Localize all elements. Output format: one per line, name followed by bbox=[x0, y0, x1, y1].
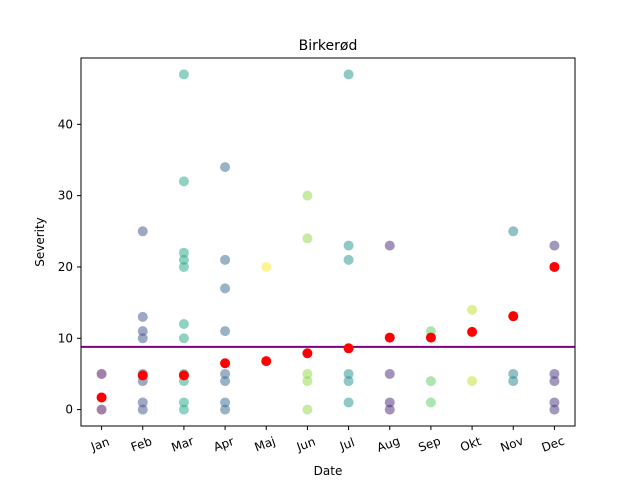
data-point bbox=[384, 240, 395, 251]
y-tick-label: 20 bbox=[58, 260, 73, 274]
y-axis-label: Severity bbox=[33, 217, 47, 267]
y-tick-label: 40 bbox=[58, 117, 73, 131]
data-point bbox=[302, 376, 313, 387]
data-point bbox=[549, 240, 560, 251]
data-point bbox=[425, 397, 436, 408]
mean-point bbox=[96, 392, 107, 403]
data-point bbox=[137, 397, 148, 408]
data-point bbox=[178, 333, 189, 344]
data-point bbox=[137, 404, 148, 415]
mean-point bbox=[549, 261, 560, 272]
mean-point bbox=[261, 356, 272, 367]
data-point bbox=[220, 162, 231, 173]
data-point bbox=[178, 254, 189, 265]
plot-area bbox=[81, 69, 575, 415]
data-point bbox=[261, 261, 272, 272]
mean-point bbox=[302, 348, 313, 359]
data-point bbox=[343, 69, 354, 80]
data-point bbox=[220, 326, 231, 337]
data-point bbox=[384, 368, 395, 379]
data-point bbox=[467, 376, 478, 387]
data-point bbox=[178, 261, 189, 272]
data-point bbox=[220, 404, 231, 415]
mean-point bbox=[508, 311, 519, 322]
x-axis-label: Date bbox=[314, 464, 343, 478]
data-point bbox=[220, 254, 231, 265]
x-tick-label: Jan bbox=[88, 434, 111, 454]
mean-point bbox=[137, 370, 148, 381]
data-point bbox=[343, 368, 354, 379]
data-point bbox=[302, 233, 313, 244]
y-tick-label: 10 bbox=[58, 331, 73, 345]
data-point bbox=[343, 240, 354, 251]
data-point bbox=[343, 376, 354, 387]
data-point bbox=[508, 376, 519, 387]
data-point bbox=[137, 333, 148, 344]
data-point bbox=[508, 368, 519, 379]
chart-title: Birkerød bbox=[299, 38, 358, 54]
data-point bbox=[384, 397, 395, 408]
data-point bbox=[137, 311, 148, 322]
data-point bbox=[220, 368, 231, 379]
data-point bbox=[508, 226, 519, 237]
data-point bbox=[549, 376, 560, 387]
x-tick-label: Okt bbox=[458, 434, 483, 454]
data-point bbox=[384, 404, 395, 415]
x-tick-label: Jul bbox=[337, 435, 356, 453]
plot-frame bbox=[80, 57, 576, 427]
data-point bbox=[137, 226, 148, 237]
data-point bbox=[137, 326, 148, 337]
data-point bbox=[220, 376, 231, 387]
data-point bbox=[178, 397, 189, 408]
data-point bbox=[549, 404, 560, 415]
data-point bbox=[549, 397, 560, 408]
data-point bbox=[178, 69, 189, 80]
data-point bbox=[343, 397, 354, 408]
mean-point bbox=[425, 332, 436, 343]
data-point bbox=[343, 254, 354, 265]
data-point bbox=[96, 404, 107, 415]
mean-point bbox=[343, 343, 354, 354]
y-tick-label: 30 bbox=[58, 189, 73, 203]
data-point bbox=[178, 247, 189, 258]
mean-point bbox=[384, 332, 395, 343]
data-point bbox=[178, 319, 189, 330]
data-point bbox=[467, 304, 478, 315]
data-point bbox=[425, 376, 436, 387]
y-tick-label: 0 bbox=[65, 403, 73, 417]
x-tick-label: Feb bbox=[129, 434, 154, 454]
data-point bbox=[178, 176, 189, 187]
data-point bbox=[549, 368, 560, 379]
y-axis: 0 10 20 30 40 bbox=[58, 117, 81, 417]
mean-point bbox=[467, 326, 478, 337]
data-point bbox=[302, 404, 313, 415]
data-point bbox=[96, 368, 107, 379]
data-point bbox=[302, 368, 313, 379]
x-axis: Jan Feb Mar Apr Maj Jun Jul Aug Sep Okt Nov Dec bbox=[88, 426, 566, 455]
x-tick-label: Jun bbox=[294, 434, 317, 454]
x-tick-label: Apr bbox=[212, 434, 236, 454]
mean-point bbox=[178, 370, 189, 381]
data-point bbox=[220, 397, 231, 408]
x-tick-label: Maj bbox=[253, 434, 278, 454]
data-point bbox=[178, 404, 189, 415]
data-point bbox=[302, 190, 313, 201]
data-point bbox=[220, 283, 231, 294]
mean-point bbox=[220, 358, 231, 369]
